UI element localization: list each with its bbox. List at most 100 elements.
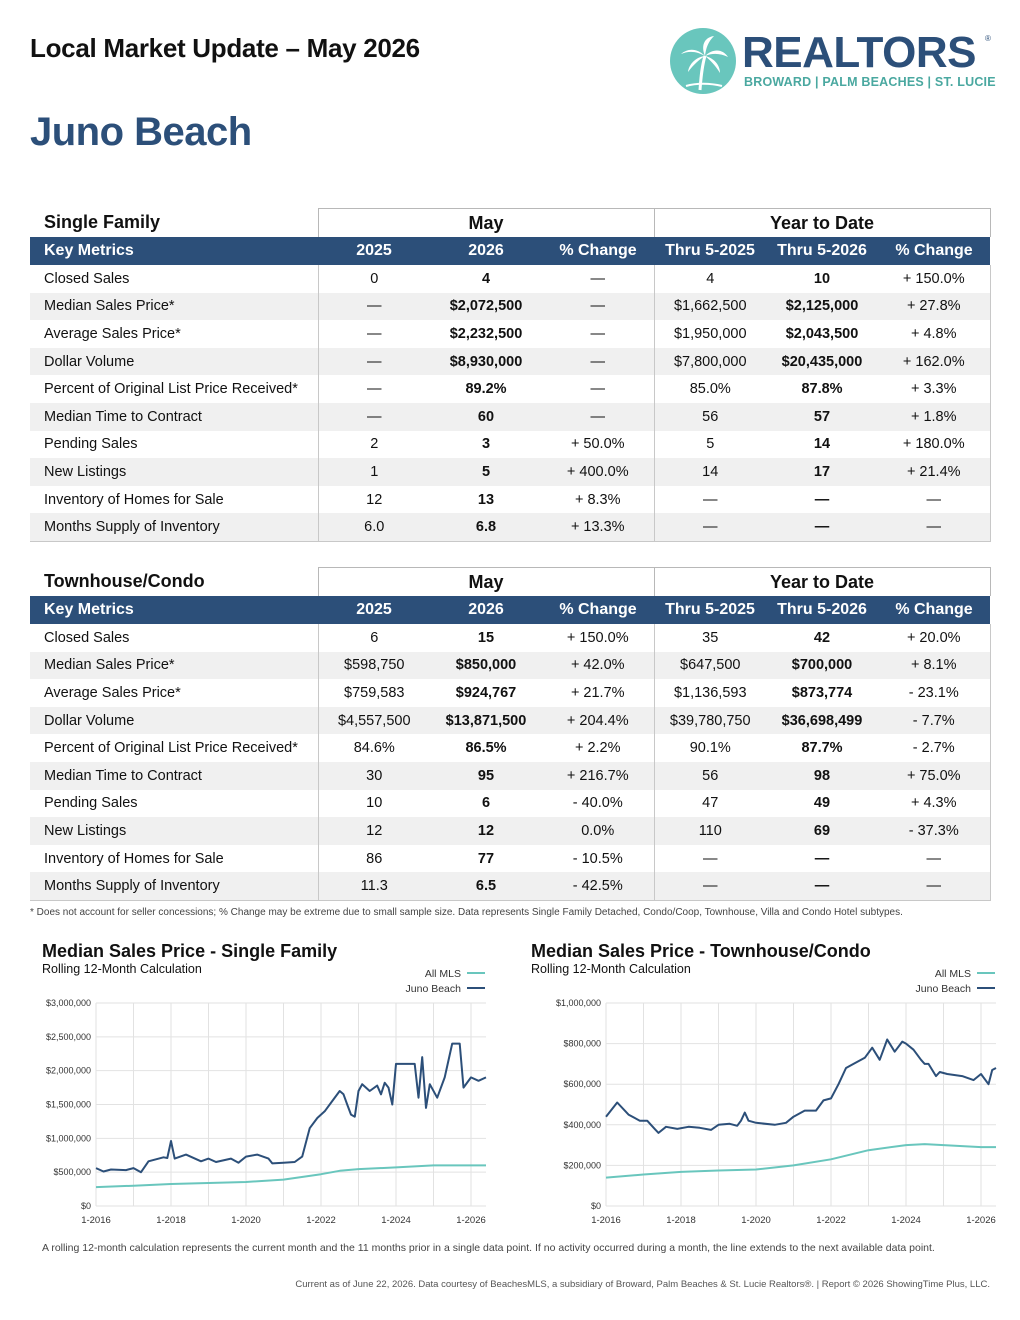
metric-value: — [653, 872, 766, 901]
y-tick-label: $3,000,000 [46, 998, 91, 1008]
metric-value: $39,780,750 [653, 706, 766, 735]
metric-value: $36,698,499 [766, 706, 878, 735]
chart-subtitle-townhouse-condo: Rolling 12-Month Calculation [531, 962, 691, 976]
logo-registered-mark: ® [985, 34, 991, 43]
column-header: Thru 5-2026 [766, 237, 878, 265]
metric-label: Median Time to Contract [30, 402, 318, 431]
y-tick-label: $500,000 [53, 1167, 91, 1177]
column-header: 2025 [318, 596, 430, 624]
metric-value: $598,750 [317, 651, 430, 680]
metric-label: Closed Sales [44, 270, 130, 287]
metric-value: + 4.8% [878, 320, 991, 348]
metric-value: $2,125,000 [766, 292, 878, 321]
metric-value: $924,767 [455, 684, 517, 701]
metric-value: 6 [317, 624, 430, 652]
metric-value: 0.0% [542, 817, 654, 845]
metric-value: $1,950,000 [653, 320, 766, 348]
logo-subtitle: BROWARD | PALM BEACHES | ST. LUCIE [744, 75, 996, 89]
table-row: Closed Sales 0 4 — 4 10 + 150.0% [30, 265, 991, 293]
column-header: Thru 5-2025 [654, 596, 766, 624]
metric-value: 87.8% [801, 381, 843, 398]
metric-value: $850,000 [430, 651, 542, 680]
metric-value: 12 [430, 817, 542, 845]
metric-label: Inventory of Homes for Sale [44, 850, 224, 867]
column-header: 2025 [318, 237, 430, 265]
table-row: Percent of Original List Price Received*… [30, 734, 991, 762]
legend-label: All MLS [935, 968, 971, 980]
metric-value: 6 [481, 795, 491, 812]
metric-value: $7,800,000 [653, 347, 766, 376]
metric-value: — [878, 485, 991, 514]
metric-value: + 400.0% [542, 458, 654, 486]
metric-label: Pending Sales [44, 795, 138, 812]
metric-value: $8,930,000 [430, 347, 542, 376]
single-family-price-chart: $0 $500,000 $1,000,000 $1,500,000 $2,000,000… [46, 968, 487, 1226]
section-title: Townhouse/Condo [44, 571, 205, 592]
metric-value: 5 [430, 458, 542, 486]
x-tick-label: 1-2020 [231, 1215, 261, 1226]
metric-value: — [878, 844, 991, 873]
y-tick-label: $2,500,000 [46, 1032, 91, 1042]
metric-value: 35 [653, 624, 766, 652]
x-tick-label: 1-2018 [666, 1215, 696, 1226]
metric-value: $700,000 [766, 651, 878, 680]
metric-value: - 37.3% [878, 817, 991, 845]
metric-value: + 162.0% [878, 347, 991, 376]
table-row: Dollar Volume — $8,930,000— $7,800,000 $20,4… [30, 347, 991, 376]
x-tick-label: 1-2020 [741, 1215, 771, 1226]
metric-value: $647,500 [653, 651, 766, 680]
single-family-table: Single Family May Year to Date Key Metrics 2… [30, 208, 991, 542]
metric-value: $2,072,500 [430, 292, 542, 321]
group-ytd-header: Year to Date [653, 567, 991, 596]
metric-value: 1 [317, 458, 430, 486]
table-row: Closed Sales 6 15 + 150.0% 35 42 + 20.0% [30, 624, 991, 652]
metric-value: — [653, 844, 766, 873]
metric-value: — [814, 491, 830, 508]
metric-value: — [317, 402, 430, 431]
x-tick-label: 1-2026 [456, 1215, 486, 1226]
metric-value: — [590, 381, 606, 398]
metric-value: + 21.4% [878, 458, 991, 486]
metric-value: — [653, 485, 766, 514]
metric-value: 86.5% [465, 740, 507, 757]
metric-value: 2 [317, 430, 430, 459]
metric-value: — [814, 850, 830, 867]
metric-value: — [878, 872, 991, 901]
metric-value: + 13.3% [542, 513, 654, 542]
metric-value: — [878, 513, 991, 542]
table-row: Median Sales Price* $598,750 $850,000 + 42.… [30, 651, 991, 680]
metric-value: + 21.7% [570, 684, 625, 701]
column-header: % Change [542, 596, 654, 624]
x-tick-label: 1-2022 [306, 1215, 336, 1226]
metric-label: Median Time to Contract [30, 761, 318, 790]
palm-tree-icon [670, 28, 736, 94]
metric-value: - 42.5% [542, 872, 654, 901]
metric-value: + 20.0% [878, 624, 991, 652]
metric-value: 89.2% [465, 381, 507, 398]
column-header: Key Metrics [30, 237, 318, 265]
metric-label: Median Sales Price* [30, 292, 318, 321]
metric-value: — [542, 402, 654, 431]
metric-value: 47 [653, 789, 766, 818]
metric-value: — [542, 347, 654, 376]
group-ytd-header: Year to Date [653, 208, 991, 237]
metric-value: 12 [317, 485, 430, 514]
y-tick-label: $2,000,000 [46, 1066, 91, 1076]
metric-value: - 10.5% [572, 850, 623, 867]
legend-label: Juno Beach [916, 983, 972, 995]
metric-value: + 180.0% [878, 430, 991, 459]
table-row: Inventory of Homes for Sale 86 77 - 10.5% — —… [30, 844, 991, 873]
y-tick-label: $600,000 [563, 1079, 601, 1089]
metric-value: $2,043,500 [785, 325, 859, 342]
metric-value: 85.0% [653, 375, 766, 403]
metric-label: New Listings [30, 817, 318, 845]
series-line-juno-beach [605, 1038, 997, 1134]
chart-subtitle-single-family: Rolling 12-Month Calculation [42, 962, 202, 976]
table-row: Months Supply of Inventory 6.0 6.8 + 13.3% —… [30, 513, 991, 542]
column-header: % Change [878, 237, 990, 265]
metric-value: — [590, 270, 606, 287]
townhouse-condo-price-chart: $0 $200,000 $400,000 $600,000 $800,000 $1,000… [556, 968, 997, 1226]
y-tick-label: $1,500,000 [46, 1100, 91, 1110]
table-row: Median Time to Contract 30 95 + 216.7% 56 98 +… [30, 761, 991, 790]
report-title: Local Market Update – May 2026 [30, 33, 420, 63]
